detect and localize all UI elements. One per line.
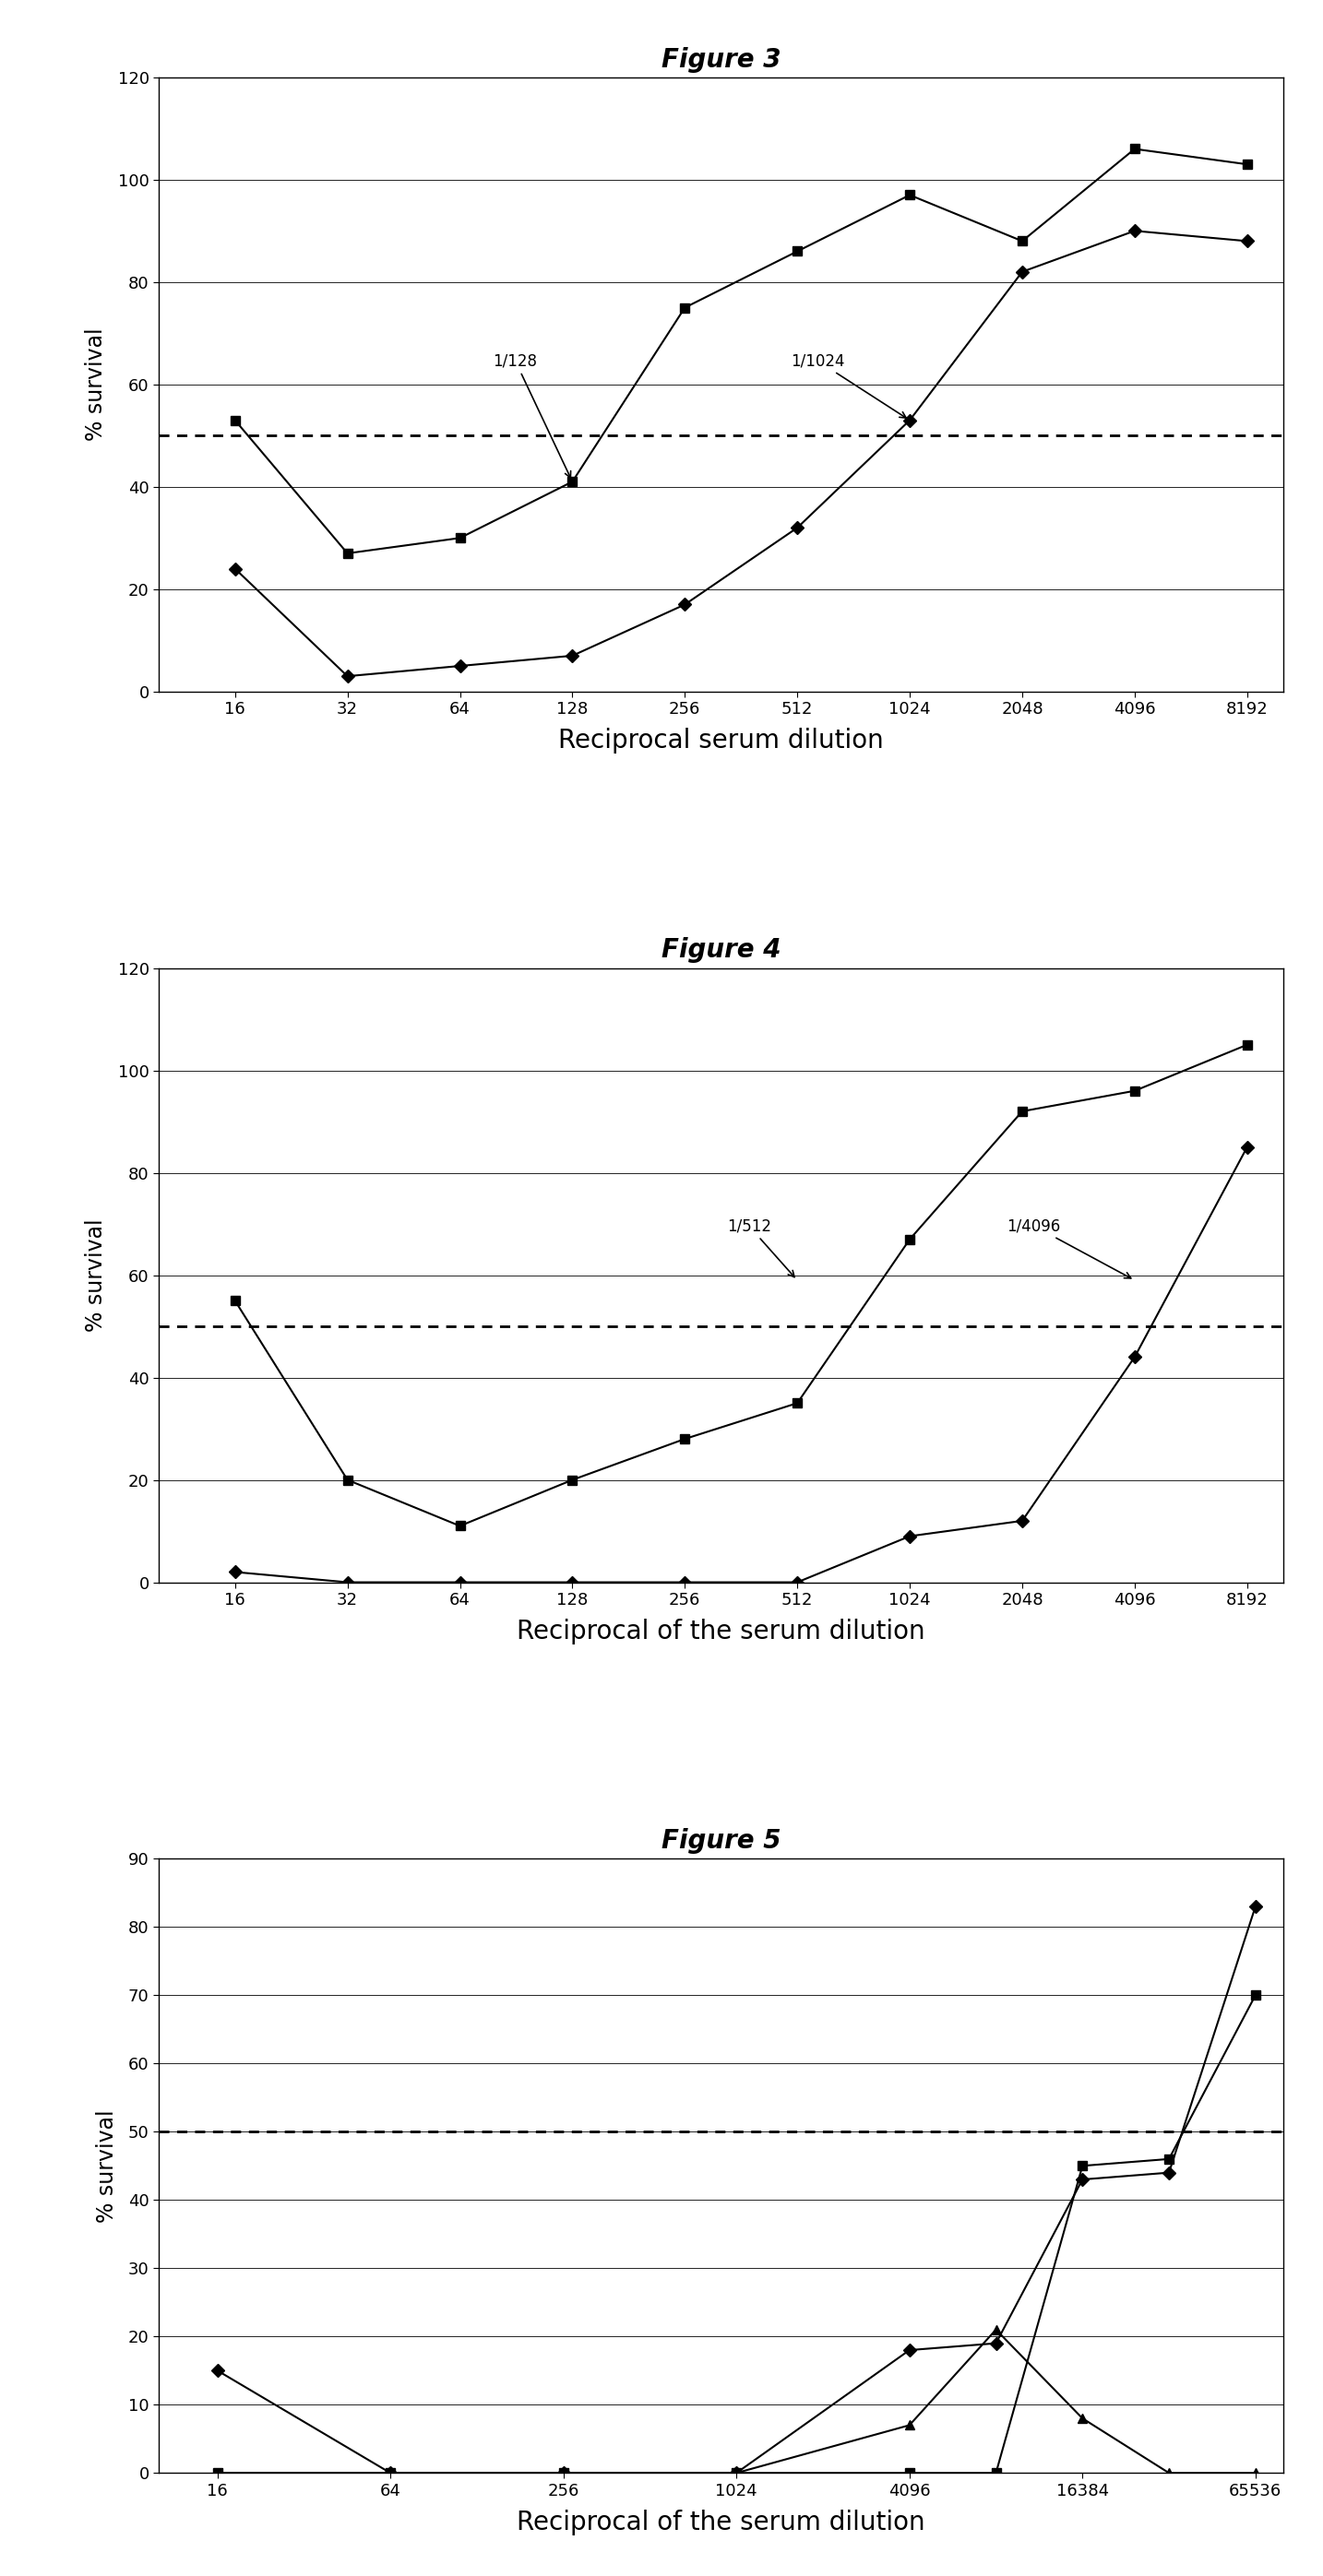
X-axis label: Reciprocal of the serum dilution: Reciprocal of the serum dilution [517, 1618, 925, 1643]
Text: 1/1024: 1/1024 [791, 353, 906, 417]
Title: Figure 5: Figure 5 [662, 1829, 781, 1855]
Text: 1/4096: 1/4096 [1007, 1218, 1131, 1278]
Y-axis label: % survival: % survival [85, 1218, 107, 1332]
Y-axis label: % survival: % survival [85, 327, 107, 440]
Title: Figure 3: Figure 3 [662, 46, 781, 72]
Y-axis label: % survival: % survival [95, 2110, 118, 2223]
Text: 1/512: 1/512 [726, 1218, 794, 1278]
X-axis label: Reciprocal of the serum dilution: Reciprocal of the serum dilution [517, 2509, 925, 2535]
Title: Figure 4: Figure 4 [662, 938, 781, 963]
Text: 1/128: 1/128 [493, 353, 570, 477]
X-axis label: Reciprocal serum dilution: Reciprocal serum dilution [558, 729, 884, 755]
